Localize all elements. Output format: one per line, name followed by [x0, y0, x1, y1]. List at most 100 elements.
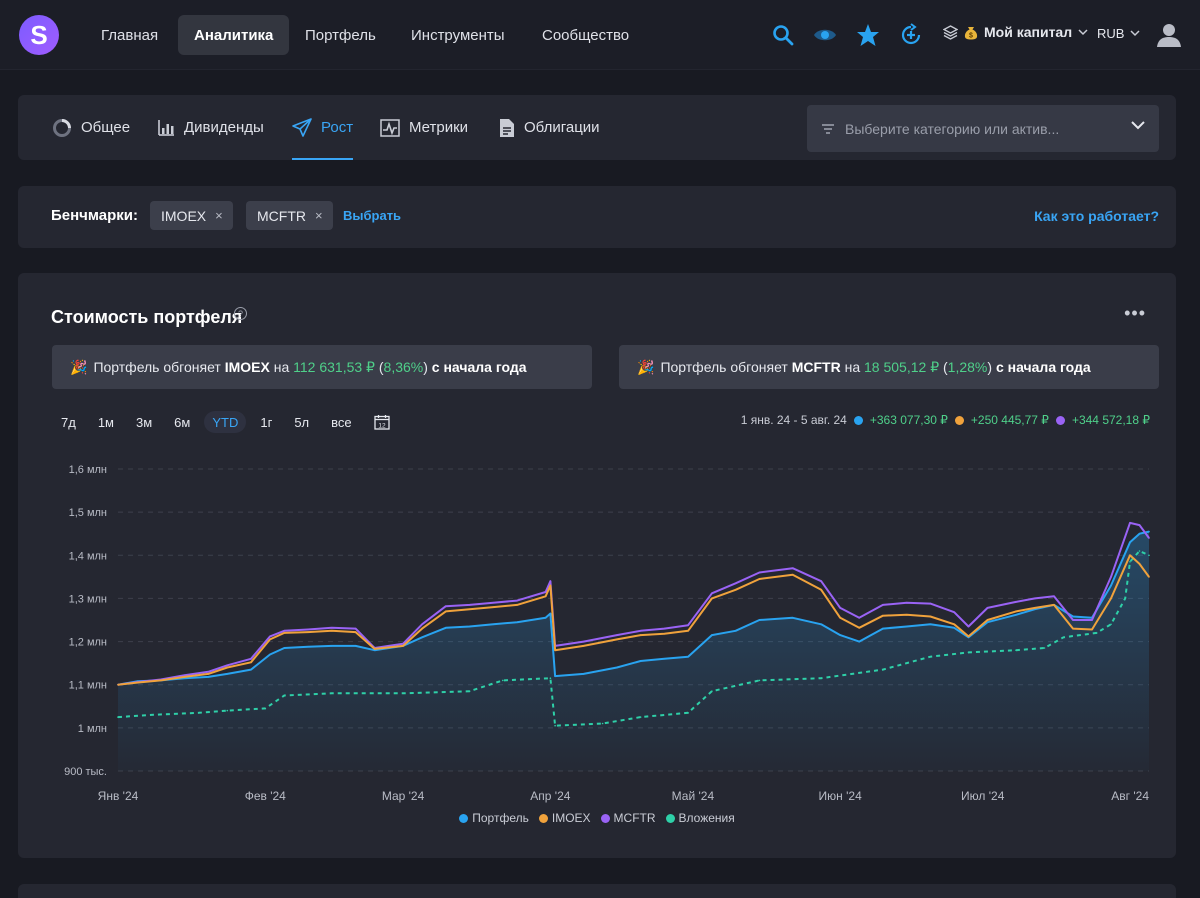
- series-0-point: [516, 621, 518, 623]
- series-0-point: [582, 673, 585, 675]
- help-icon[interactable]: ?: [234, 307, 247, 320]
- banner-benchmark: IMOEX: [224, 359, 270, 375]
- nav-instruments[interactable]: Инструменты: [411, 26, 505, 44]
- app-logo[interactable]: S: [19, 15, 59, 55]
- series-0-point: [1129, 541, 1131, 544]
- tab-metrics[interactable]: Метрики: [380, 95, 468, 160]
- series-1-point: [616, 638, 618, 641]
- period-all[interactable]: все: [331, 414, 352, 430]
- tab-label: Дивиденды: [184, 119, 264, 136]
- eye-icon[interactable]: [812, 22, 838, 48]
- banner-prefix: Портфель обгоняет: [93, 359, 221, 375]
- series-2-point: [1129, 522, 1131, 524]
- add-transaction-icon[interactable]: [898, 22, 924, 48]
- series-0-point: [544, 617, 547, 619]
- remove-icon[interactable]: ×: [315, 208, 323, 223]
- series-0-point: [734, 630, 737, 632]
- nav-portfolio[interactable]: Портфель: [305, 26, 376, 44]
- series-2-point: [1138, 524, 1141, 526]
- series-2-point: [207, 671, 210, 673]
- portfolio-selector[interactable]: $ Мой капитал: [943, 24, 1088, 40]
- filter-icon: [822, 123, 834, 134]
- series-2-point: [791, 567, 794, 569]
- portfolio-name: Мой капитал: [984, 24, 1073, 40]
- series-1-point: [1110, 597, 1112, 600]
- series-3-point: [150, 714, 153, 716]
- series-1-point: [183, 676, 186, 678]
- tab-growth[interactable]: Рост: [292, 95, 354, 160]
- series-0-area: [118, 531, 1149, 771]
- portfolio-value-chart[interactable]: 1,6 млн 1,5 млн 1,4 млн 1,3 млн 1,2 млн 1,1 м…: [18, 273, 1176, 833]
- y-tick-label: 1,5 млн: [69, 507, 107, 519]
- search-icon[interactable]: [770, 22, 796, 48]
- how-it-works-link[interactable]: Как это работает?: [1034, 208, 1159, 224]
- period-1y[interactable]: 1г: [260, 414, 273, 430]
- calendar-icon[interactable]: 12: [366, 411, 398, 433]
- tab-dividends[interactable]: Дивиденды: [157, 95, 264, 160]
- series-1-point: [402, 645, 404, 647]
- legend-item[interactable]: Вложения: [665, 811, 735, 825]
- nav-home[interactable]: Главная: [101, 26, 159, 44]
- period-3m[interactable]: 3м: [136, 414, 153, 430]
- series-2-point: [1091, 619, 1093, 621]
- period-7d[interactable]: 7д: [61, 414, 76, 430]
- series-0-point: [492, 623, 495, 626]
- period-1m[interactable]: 1м: [97, 414, 114, 430]
- series-2-point: [283, 630, 286, 632]
- series-1-point: [283, 632, 286, 634]
- legend-item[interactable]: Портфель: [459, 811, 529, 825]
- banner-suffix: с начала года: [431, 359, 527, 375]
- series-2-point: [549, 580, 552, 582]
- series-3-point: [1110, 623, 1112, 626]
- series-3-point: [639, 716, 642, 718]
- mcftr-dot: [1055, 415, 1065, 425]
- period-6m[interactable]: 6м: [174, 414, 191, 430]
- benchmark-banner-imoex: 🎉 Портфель обгоняет IMOEX на 112 631,53 …: [52, 345, 592, 389]
- period-5y[interactable]: 5л: [294, 414, 310, 430]
- mcftr-change: +344 572,18 ₽: [1071, 413, 1150, 427]
- currency-selector[interactable]: RUB: [1097, 26, 1140, 41]
- series-1-point: [734, 589, 737, 591]
- series-1-point: [953, 623, 955, 626]
- series-0-point: [858, 640, 860, 643]
- series-1-point: [582, 645, 585, 647]
- remove-icon[interactable]: ×: [215, 208, 223, 223]
- series-1-point: [905, 614, 908, 616]
- user-avatar-icon[interactable]: [1156, 22, 1182, 48]
- series-0-point: [421, 636, 423, 639]
- series-3-point: [929, 655, 932, 658]
- series-1-point: [516, 604, 518, 606]
- legend-dot: [665, 813, 675, 823]
- series-0-point: [687, 655, 689, 658]
- series-0-point: [929, 623, 932, 626]
- series-3-point: [264, 707, 267, 710]
- series-0-point: [283, 647, 286, 649]
- period-summary: 1 янв. 24 - 5 авг. 24 +363 077,30 ₽ +250…: [741, 413, 1150, 427]
- nav-community[interactable]: Сообщество: [542, 26, 630, 44]
- document-icon: [500, 118, 514, 137]
- tab-bonds[interactable]: Облигации: [499, 95, 600, 160]
- series-3-point: [226, 709, 229, 712]
- series-0-point: [331, 645, 333, 647]
- series-0-point: [207, 676, 210, 678]
- series-2-point: [711, 592, 713, 595]
- banner-on: на: [844, 359, 861, 375]
- choose-benchmark-link[interactable]: Выбрать: [343, 208, 402, 223]
- series-2-point: [544, 591, 547, 593]
- party-popper-icon: 🎉: [70, 358, 88, 375]
- y-tick-label: 1 млн: [78, 723, 107, 735]
- series-2-point: [858, 617, 860, 619]
- legend-item[interactable]: MCFTR: [600, 811, 656, 825]
- series-2-point: [839, 607, 841, 609]
- tab-overview[interactable]: Общее: [52, 95, 130, 160]
- series-1-point: [1091, 628, 1093, 631]
- legend-dot: [459, 813, 469, 823]
- series-0-point: [663, 658, 666, 660]
- series-0-point: [549, 612, 552, 615]
- star-icon[interactable]: [855, 22, 881, 48]
- legend-item[interactable]: IMOEX: [538, 811, 591, 825]
- period-ytd[interactable]: YTD: [204, 411, 247, 433]
- series-2-point: [402, 642, 404, 645]
- category-select[interactable]: Выберите категорию или актив...: [807, 105, 1159, 152]
- nav-analytics[interactable]: Аналитика: [178, 15, 290, 55]
